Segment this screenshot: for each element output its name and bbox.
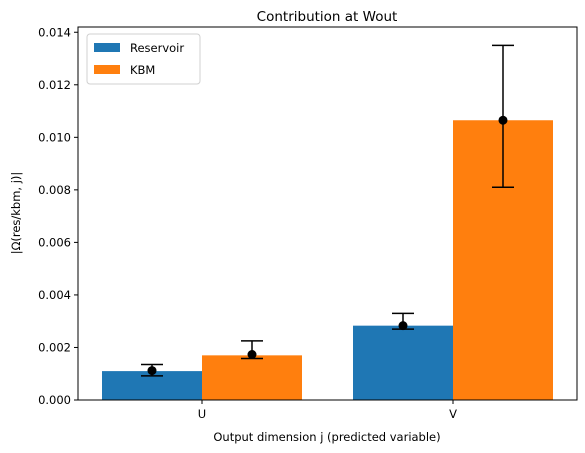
legend-swatch-kbm [94, 65, 120, 74]
errorbar-point [247, 350, 257, 360]
bar-reservoir-v [353, 325, 453, 400]
errorbar-point [398, 321, 408, 331]
y-tick-label: 0.000 [38, 393, 71, 407]
bars-layer [102, 120, 553, 400]
bar-kbm-u [202, 355, 302, 400]
x-tick-label: V [449, 407, 457, 421]
y-tick-label: 0.014 [38, 25, 71, 39]
errorbars-layer [141, 44, 514, 377]
y-tick-label: 0.006 [38, 235, 71, 249]
y-axis-ticks: 0.000 0.002 0.004 0.006 0.008 0.010 0.012 0.014 [38, 25, 78, 407]
legend-label-reservoir: Reservoir [130, 41, 184, 55]
errorbar-point [498, 115, 508, 125]
legend-swatch-reservoir [94, 43, 120, 52]
y-tick-label: 0.008 [38, 183, 71, 197]
plot-frame [77, 26, 578, 401]
y-tick-label: 0.010 [38, 130, 71, 144]
errorbar-point [147, 366, 157, 376]
y-tick-label: 0.004 [38, 288, 71, 302]
y-axis-label: |Ω(res/kbm, j)| [9, 172, 23, 255]
chart-title: Contribution at Wout [257, 9, 398, 25]
legend-label-kbm: KBM [130, 63, 155, 77]
x-axis-label: Output dimension j (predicted variable) [213, 430, 440, 444]
legend: Reservoir KBM [86, 33, 201, 85]
y-tick-label: 0.002 [38, 340, 71, 354]
y-tick-label: 0.012 [38, 78, 71, 92]
x-tick-label: U [198, 407, 206, 421]
